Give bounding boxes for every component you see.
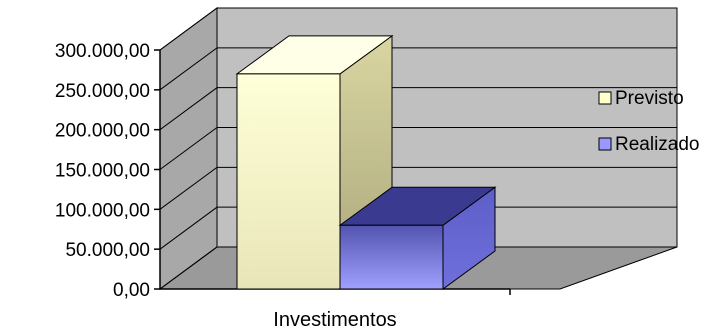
- gridline: [159, 246, 677, 290]
- legend-label: Realizado: [615, 134, 700, 155]
- y-tick-label: 300.000,00: [55, 41, 150, 62]
- gridline: [159, 166, 677, 210]
- y-tick-label: 0,00: [113, 280, 150, 301]
- legend: Previsto Realizado: [598, 88, 700, 155]
- gridline: [159, 206, 677, 250]
- y-tick-label: 250.000,00: [55, 81, 150, 102]
- gridline: [159, 47, 677, 91]
- gridline: [159, 7, 677, 51]
- gridline: [159, 127, 677, 170]
- legend-swatch: [598, 137, 612, 151]
- y-axis-tick-labels: 0,00 50.000,00 100.000,00 150.000,00 200.000…: [55, 41, 150, 301]
- legend-item-realizado: Realizado: [598, 134, 700, 155]
- x-category-label: Investimentos: [273, 309, 396, 331]
- bar-front: [339, 224, 444, 290]
- y-tick-label: 100.000,00: [55, 200, 150, 221]
- y-tick-label: 50.000,00: [65, 240, 150, 261]
- bars: [235, 34, 497, 290]
- bar-realizado: [338, 186, 497, 290]
- y-tick-label: 150.000,00: [55, 161, 150, 182]
- x-axis-category-labels: Investimentos: [273, 309, 396, 331]
- y-tick-label: 200.000,00: [55, 121, 150, 142]
- gridline: [159, 87, 677, 131]
- legend-label: Previsto: [615, 88, 684, 109]
- legend-item-previsto: Previsto: [598, 88, 684, 109]
- gridlines: [159, 7, 677, 290]
- legend-swatch: [598, 91, 612, 105]
- bar-front: [236, 73, 341, 290]
